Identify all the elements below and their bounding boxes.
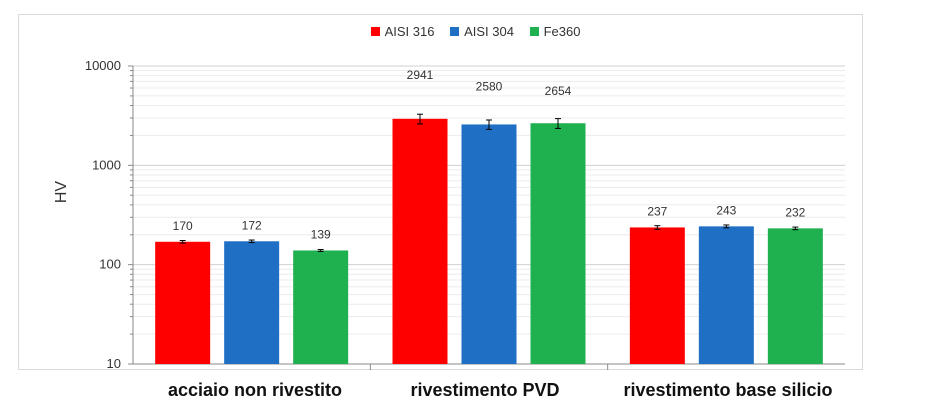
legend-item-fe360: Fe360 xyxy=(529,24,581,39)
legend-swatch-aisi316 xyxy=(370,27,380,36)
data-label: 232 xyxy=(785,205,805,219)
bars xyxy=(155,118,823,365)
legend-label-aisi304: AISI 304 xyxy=(464,24,514,39)
legend-item-aisi304: AISI 304 xyxy=(450,24,514,39)
data-label: 172 xyxy=(242,218,262,232)
bar xyxy=(461,124,517,365)
bar xyxy=(293,250,349,364)
y-tick-labels: 10 100 1000 10000 xyxy=(85,58,121,371)
y-tick-label: 10000 xyxy=(85,58,121,73)
data-label: 243 xyxy=(716,203,736,217)
legend-swatch-aisi304 xyxy=(450,27,460,36)
data-label: 139 xyxy=(311,227,331,241)
legend-swatch-fe360 xyxy=(529,27,539,36)
bar xyxy=(698,226,754,364)
y-axis-label: HV xyxy=(53,181,70,204)
data-label: 2654 xyxy=(545,84,572,98)
data-label: 237 xyxy=(647,204,667,218)
data-label: 170 xyxy=(173,219,193,233)
chart-frame xyxy=(18,14,863,370)
y-tick-label: 10 xyxy=(107,356,121,371)
error-bars xyxy=(179,113,799,252)
bar xyxy=(767,228,823,364)
category-label-0: acciaio non rivestito xyxy=(167,380,343,400)
legend-label-aisi316: AISI 316 xyxy=(384,24,435,39)
legend: AISI 316 AISI 304 Fe360 xyxy=(0,24,951,39)
legend-label-fe360: Fe360 xyxy=(543,24,581,39)
bar xyxy=(224,241,280,364)
bar xyxy=(392,118,448,364)
y-tick-label: 1000 xyxy=(92,157,121,172)
y-tick-label: 100 xyxy=(99,257,121,272)
category-label-1: rivestimento PVD xyxy=(410,380,560,400)
data-label: 2941 xyxy=(407,68,434,82)
bar xyxy=(530,123,586,364)
category-label-2: rivestimento base silicio xyxy=(623,380,833,400)
data-labels: 170 172 139 2941 2580 2654 237 243 232 xyxy=(173,68,806,242)
bar xyxy=(155,241,211,364)
legend-item-aisi316: AISI 316 xyxy=(370,24,435,39)
data-label: 2580 xyxy=(476,79,503,93)
bar xyxy=(629,227,685,364)
